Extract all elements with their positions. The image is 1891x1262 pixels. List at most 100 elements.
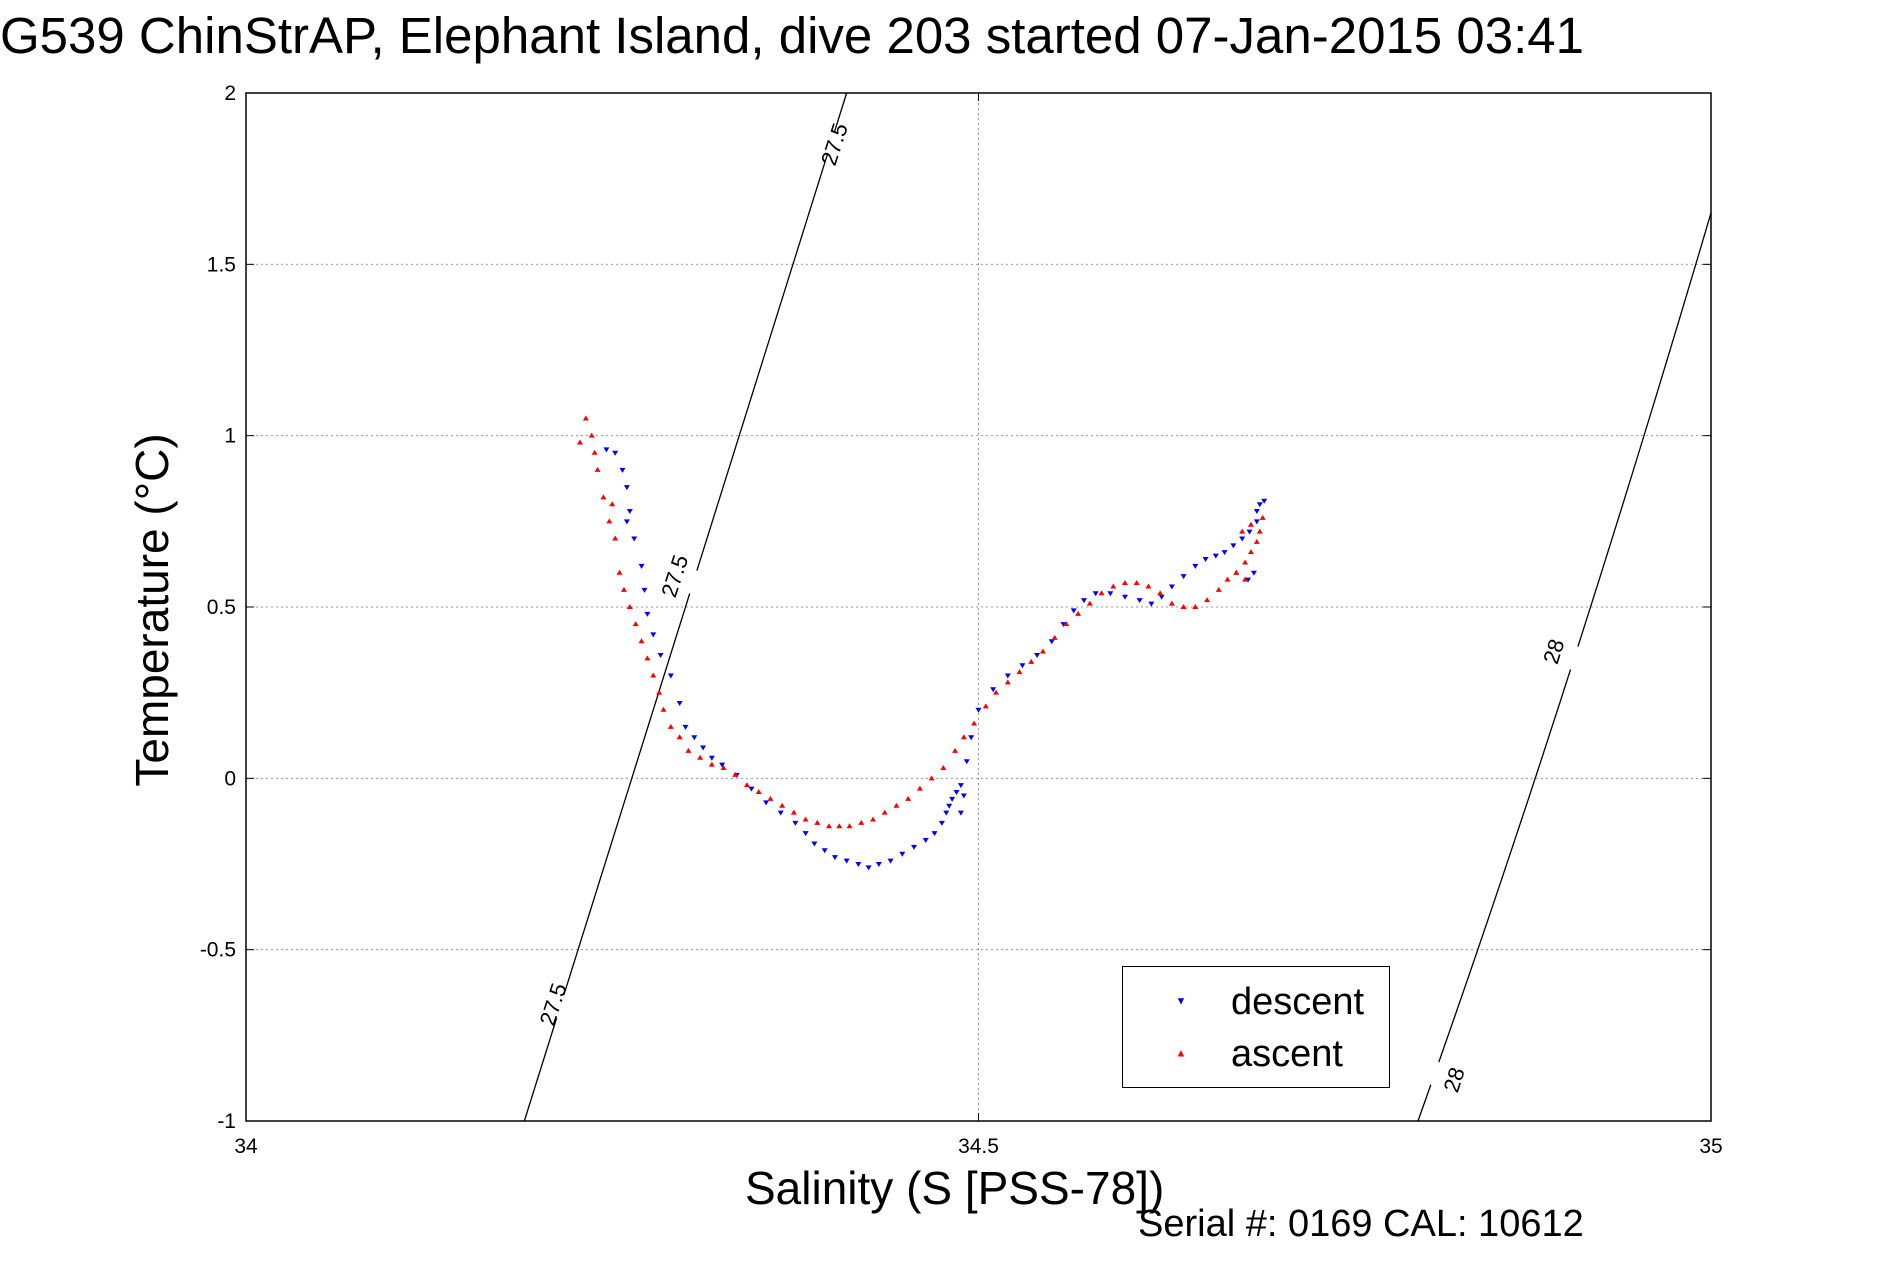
contour-line-27-5 xyxy=(523,92,848,1122)
descent-point xyxy=(626,509,633,515)
descent-point xyxy=(719,762,726,768)
chart-title: G539 ChinStrAP, Elephant Island, dive 20… xyxy=(0,7,1584,64)
descent-point xyxy=(1239,536,1246,542)
descent-point xyxy=(691,735,698,741)
descent-point xyxy=(777,810,784,816)
ascent-point xyxy=(1242,559,1249,565)
ascent-point xyxy=(626,604,633,609)
descent-point xyxy=(1070,608,1077,614)
ascent-point xyxy=(905,795,912,801)
descent-point xyxy=(811,841,818,847)
descent-point xyxy=(603,447,610,453)
ascent-point xyxy=(697,754,704,760)
ascent-point xyxy=(708,761,715,767)
descent-point xyxy=(1092,591,1099,597)
ascent-point xyxy=(767,795,774,801)
descent-point xyxy=(623,485,630,491)
ascent-point xyxy=(836,823,843,829)
descent-point xyxy=(631,536,638,542)
descent-point xyxy=(667,673,674,679)
descent-point xyxy=(1246,529,1253,535)
descent-point xyxy=(899,851,906,857)
ascent-point xyxy=(1242,576,1249,582)
ascent-point xyxy=(612,535,619,541)
ascent-point xyxy=(790,809,797,815)
descent-point xyxy=(682,724,689,730)
descent-point xyxy=(1048,639,1055,645)
ascent-point xyxy=(632,621,639,627)
descent-point xyxy=(968,735,975,741)
serial-number: Serial #: 0169 CAL: 10612 xyxy=(1138,1203,1584,1245)
ascent-point xyxy=(1259,514,1266,520)
ascent-point xyxy=(1145,583,1152,589)
descent-point xyxy=(792,820,799,826)
y-tick-label: 0.5 xyxy=(207,596,236,619)
legend-label-descent: descent xyxy=(1231,981,1365,1023)
descent-point xyxy=(1107,591,1114,597)
descent-point xyxy=(990,687,997,693)
ascent-point xyxy=(960,734,967,740)
descent-point xyxy=(1019,663,1026,669)
ascent-point xyxy=(656,689,663,695)
descent-point xyxy=(700,745,707,751)
ascent-point xyxy=(1133,580,1140,586)
contour-label-bg xyxy=(646,556,704,596)
descent-point xyxy=(1060,622,1067,628)
ascent-point xyxy=(676,734,683,740)
descent-point xyxy=(931,831,938,837)
descent-point xyxy=(865,865,872,871)
y-tick-label: 2 xyxy=(224,82,236,105)
ascent-point xyxy=(1253,538,1260,544)
descent-point xyxy=(1221,550,1228,556)
ascent-point xyxy=(620,586,627,592)
ascent-point xyxy=(650,672,657,678)
descent-point xyxy=(946,803,953,809)
contour-label-bg xyxy=(806,124,864,164)
ascent-point xyxy=(588,432,595,438)
descent-point xyxy=(1168,584,1175,590)
descent-point xyxy=(949,796,956,802)
ascent-point xyxy=(1110,583,1117,589)
descent-point xyxy=(957,783,964,789)
descent-point xyxy=(708,755,715,761)
ascent-point xyxy=(1224,576,1231,582)
y-tick-label: 1 xyxy=(224,425,236,448)
grid-lines xyxy=(245,92,1712,1122)
descent-point xyxy=(943,810,950,816)
descent-point xyxy=(644,611,651,617)
descent-point xyxy=(638,563,645,569)
descent-point xyxy=(963,759,970,765)
data-points xyxy=(577,415,1268,871)
descent-point xyxy=(619,467,626,473)
ascent-point xyxy=(971,720,978,726)
descent-point xyxy=(763,800,770,806)
x-axis-label: Salinity (S [PSS-78]) xyxy=(745,1162,1165,1214)
descent-point xyxy=(975,707,982,713)
descent-point xyxy=(960,793,967,799)
descent-point xyxy=(1256,502,1263,508)
ascent-point xyxy=(685,747,692,753)
ascent-point xyxy=(1180,604,1187,609)
ascent-point xyxy=(982,703,989,709)
x-tick-label: 34.5 xyxy=(958,1135,999,1158)
descent-point xyxy=(1136,598,1143,604)
ascent-point xyxy=(609,501,616,507)
x-tick-label: 35 xyxy=(1699,1135,1722,1158)
ascent-point xyxy=(600,494,607,500)
ascent-point xyxy=(1039,648,1046,654)
contour-label: 27.5 xyxy=(656,552,693,600)
descent-point xyxy=(676,700,683,706)
legend-entry-descent: ▼ descent xyxy=(1123,977,1389,1027)
ascent-point xyxy=(667,723,674,729)
ascent-point xyxy=(744,782,751,788)
descent-point xyxy=(1253,509,1260,515)
descent-point xyxy=(1158,594,1165,600)
ascent-point xyxy=(1098,590,1105,596)
legend: ▼ descent ▲ ascent xyxy=(1122,966,1390,1088)
contour-line-28 xyxy=(1417,212,1712,1122)
axis-ticks: 34 34.5 35 -1 -0.5 0 0.5 1 1.5 2 xyxy=(200,82,1723,1158)
y-tick-label: 0 xyxy=(224,767,236,790)
ascent-point xyxy=(802,816,809,822)
descent-marker-icon: ▼ xyxy=(1175,995,1187,1008)
descent-point xyxy=(1004,673,1011,679)
